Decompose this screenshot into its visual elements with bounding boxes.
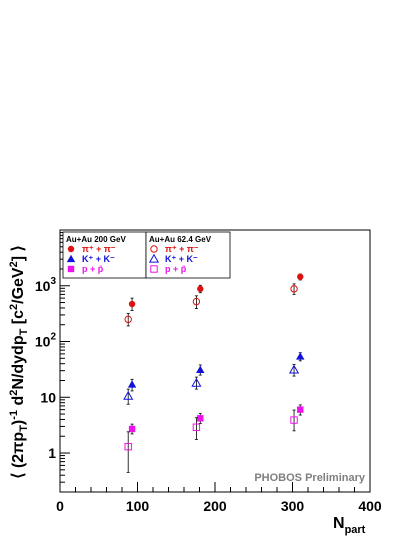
legend-entry: π⁺ + π⁻: [165, 244, 199, 254]
y-axis-label: ⟨ (2πpT)-1 d2N/dydpT [c2/GeV2] ⟩: [8, 245, 30, 478]
data-point: [192, 297, 201, 306]
legend-marker: [67, 245, 75, 253]
x-tick-label: 100: [126, 498, 150, 514]
x-tick-label: 200: [203, 498, 227, 514]
annotation-phobos-preliminary: PHOBOS Preliminary: [254, 472, 366, 484]
data-point: [124, 442, 132, 451]
x-tick-label: 300: [281, 498, 305, 514]
data-point: [197, 285, 204, 293]
legend-marker: [150, 245, 158, 253]
legend-marker: [66, 254, 76, 263]
legend-entry: p + p̄: [82, 264, 104, 274]
data-point: [123, 390, 134, 400]
data-point: [297, 273, 304, 280]
y-tick-label: 10: [40, 389, 56, 405]
axis-ticks: [59, 232, 371, 493]
data-point: [124, 315, 132, 324]
y-tick-labels: 1 10 102 103: [35, 276, 57, 461]
data-point: [197, 415, 204, 422]
data-point: [288, 364, 300, 374]
data-point: [128, 425, 136, 433]
y-tick-label: 1: [48, 445, 56, 461]
y-tick-label: 102: [35, 332, 57, 350]
data-point: [290, 416, 298, 424]
data-point: [196, 365, 205, 374]
legend-entry: π⁺ + π⁻: [82, 244, 116, 254]
legend-header: Au+Au 62.4 GeV: [149, 235, 212, 244]
legend-entry: K⁺ + K⁻: [165, 254, 198, 264]
x-tick-label: 400: [358, 498, 382, 514]
x-axis-label: Npart: [333, 515, 366, 536]
data-point: [191, 377, 202, 387]
legend-marker: [150, 265, 158, 273]
legend-header: Au+Au 200 GeV: [66, 235, 126, 244]
data-point: [290, 285, 298, 293]
data-point: [296, 352, 305, 360]
x-tick-label: 0: [56, 498, 64, 514]
legend-box-200: [62, 231, 147, 279]
data-points: [123, 273, 305, 473]
data-point: [192, 423, 201, 431]
data-point: [127, 380, 137, 388]
data-point: [297, 406, 304, 413]
legend-entry: p + p̄: [165, 264, 187, 274]
data-point: [128, 300, 136, 308]
x-tick-labels: 0 100 200 300 400: [56, 498, 382, 514]
y-tick-label: 103: [35, 276, 57, 294]
legend-marker: [67, 265, 75, 273]
legend-entry: K⁺ + K⁻: [82, 254, 115, 264]
legend-box-62: [145, 231, 231, 279]
legend-marker: [148, 253, 160, 263]
